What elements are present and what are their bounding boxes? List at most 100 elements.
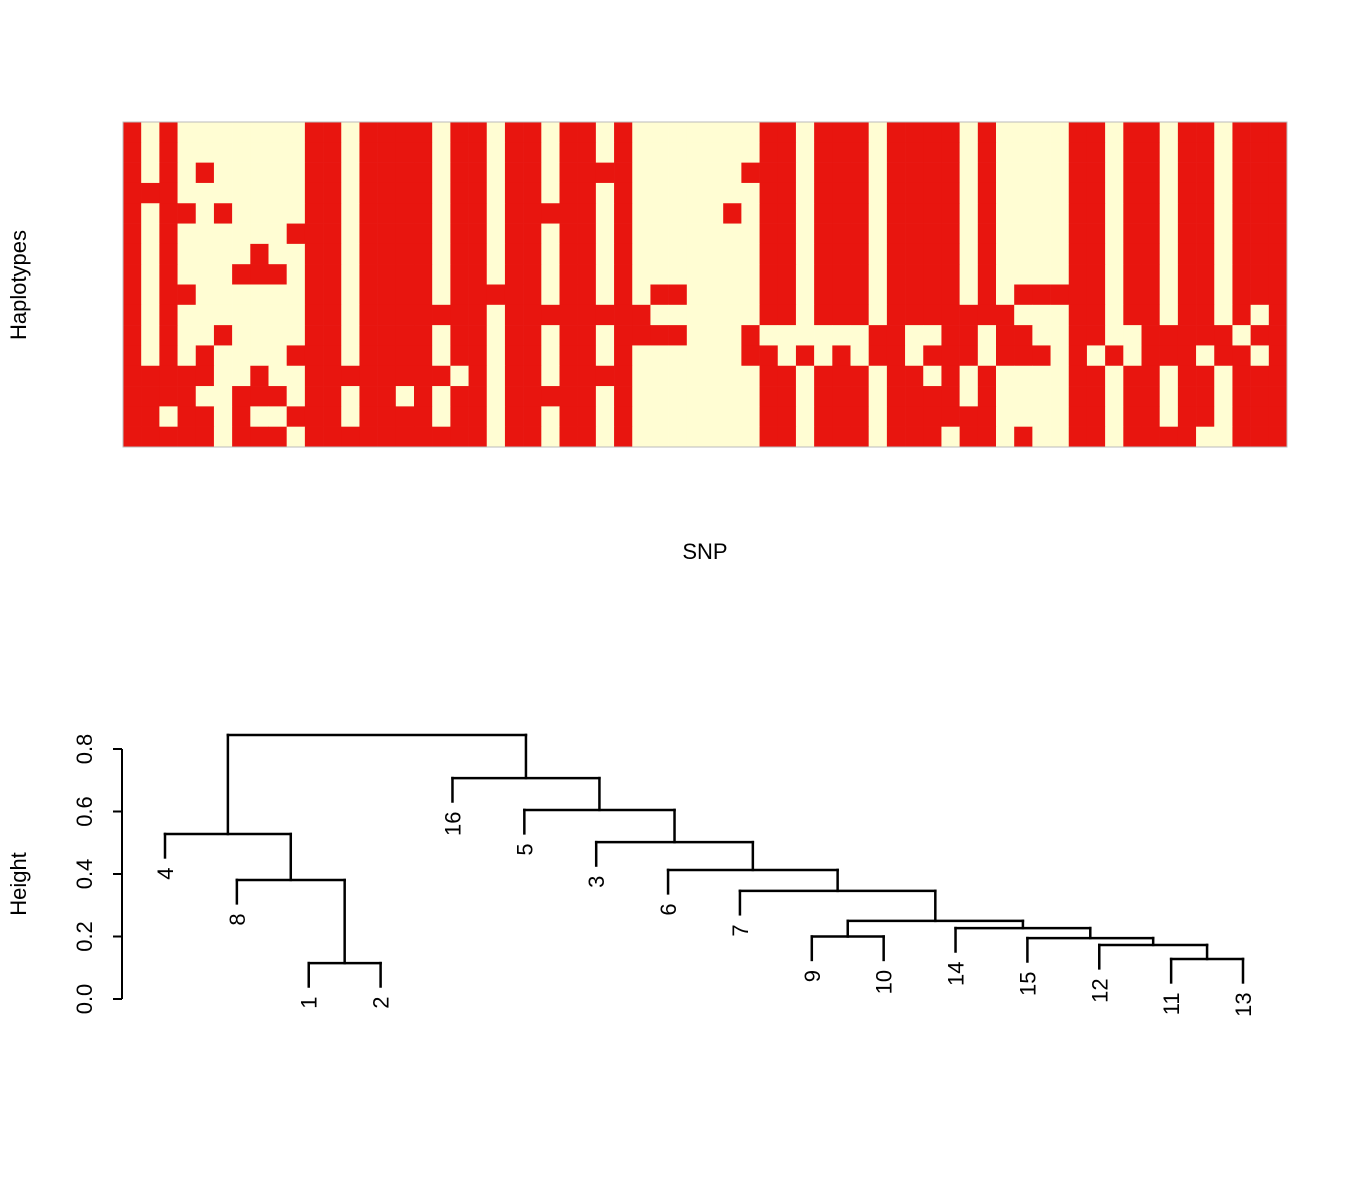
heatmap-cell — [1196, 304, 1215, 326]
heatmap-cell — [923, 426, 942, 448]
heatmap-cell — [1032, 426, 1051, 448]
heatmap-cell — [286, 426, 306, 448]
heatmap-cell — [814, 426, 833, 448]
heatmap-cell — [850, 406, 869, 427]
heatmap-cell — [359, 386, 378, 407]
heatmap-cell — [1086, 325, 1106, 346]
heatmap-cell — [814, 284, 833, 306]
heatmap-cell — [905, 243, 924, 265]
heatmap-cell — [141, 223, 160, 245]
heatmap-cell — [250, 264, 269, 285]
heatmap-cell — [996, 122, 1015, 143]
heatmap-cell — [996, 426, 1015, 448]
heatmap-cell — [304, 406, 324, 427]
heatmap-cell — [195, 142, 215, 163]
heatmap-cell — [996, 325, 1015, 346]
heatmap-cell — [123, 345, 142, 367]
heatmap-cell — [1086, 203, 1106, 224]
heatmap-cell — [268, 162, 287, 184]
heatmap-cell — [541, 122, 560, 143]
heatmap-cell — [723, 203, 742, 224]
heatmap-cell — [941, 223, 960, 245]
heatmap-cell — [323, 162, 342, 184]
heatmap-cell — [1086, 264, 1106, 285]
heatmap-cell — [1250, 325, 1270, 346]
heatmap-cell — [814, 122, 833, 143]
heatmap-cell — [523, 182, 542, 204]
heatmap-cell — [559, 386, 578, 407]
heatmap-cell — [359, 325, 378, 346]
heatmap-cell — [123, 182, 142, 204]
leaf-label: 16 — [440, 812, 465, 836]
heatmap-cell — [123, 243, 142, 265]
heatmap-cell — [504, 406, 524, 427]
heatmap-cell — [741, 243, 760, 265]
heatmap-cell — [468, 304, 488, 326]
heatmap-cell — [286, 264, 306, 285]
heatmap-cell — [577, 243, 597, 265]
heatmap-cell — [705, 304, 724, 326]
heatmap-cell — [523, 162, 542, 184]
heatmap-cell — [1250, 223, 1270, 245]
heatmap-cell — [213, 304, 233, 326]
heatmap-cell — [250, 365, 269, 387]
heatmap-cell — [213, 365, 233, 387]
heatmap-cell — [1177, 203, 1197, 224]
heatmap-cell — [686, 203, 706, 224]
heatmap-cell — [959, 264, 979, 285]
heatmap-cell — [795, 223, 815, 245]
heatmap-cell — [323, 243, 342, 265]
heatmap-cell — [341, 386, 360, 407]
heatmap-cell — [832, 243, 851, 265]
heatmap-cell — [213, 243, 233, 265]
heatmap-cell — [486, 182, 506, 204]
heatmap-cell — [141, 203, 160, 224]
heatmap-cell — [450, 345, 469, 367]
heatmap-cell — [1214, 203, 1233, 224]
heatmap-cell — [1214, 243, 1233, 265]
heatmap-cell — [886, 345, 906, 367]
heatmap-cell — [304, 365, 324, 387]
heatmap-cell — [1196, 284, 1215, 306]
heatmap-cell — [1268, 182, 1288, 204]
heatmap-cell — [595, 122, 615, 143]
heatmap-cell — [377, 203, 397, 224]
heatmap-cell — [486, 325, 506, 346]
heatmap-cell — [1086, 223, 1106, 245]
heatmap-cell — [414, 284, 433, 306]
heatmap-cell — [359, 142, 378, 163]
heatmap-cell — [195, 325, 215, 346]
heatmap-cell — [577, 203, 597, 224]
heatmap-cell — [486, 426, 506, 448]
heatmap-cell — [614, 182, 633, 204]
heatmap-cell — [1159, 325, 1179, 346]
heatmap-cell — [741, 182, 760, 204]
heatmap-cell — [795, 386, 815, 407]
heatmap-cell — [668, 223, 688, 245]
y-tick-label: 0.2 — [72, 921, 97, 952]
heatmap-cell — [1177, 142, 1197, 163]
heatmap-cell — [996, 284, 1015, 306]
heatmap-cell — [177, 203, 197, 224]
heatmap-cell — [504, 203, 524, 224]
heatmap-cell — [304, 386, 324, 407]
heatmap-cell — [632, 243, 651, 265]
heatmap-cell — [777, 386, 797, 407]
heatmap-cell — [377, 264, 397, 285]
heatmap-cell — [1014, 386, 1033, 407]
heatmap-cell — [523, 365, 542, 387]
heatmap-cell — [777, 243, 797, 265]
heatmap-cell — [541, 203, 560, 224]
heatmap-cell — [1032, 284, 1051, 306]
heatmap-cell — [1141, 243, 1160, 265]
heatmap-cell — [1105, 122, 1124, 143]
heatmap-cell — [414, 122, 433, 143]
heatmap-cell — [432, 223, 451, 245]
heatmap-cell — [1123, 142, 1142, 163]
heatmap-cell — [686, 325, 706, 346]
heatmap-cell — [705, 284, 724, 306]
heatmap-cell — [468, 325, 488, 346]
heatmap-cell — [905, 223, 924, 245]
heatmap-cell — [1068, 406, 1088, 427]
